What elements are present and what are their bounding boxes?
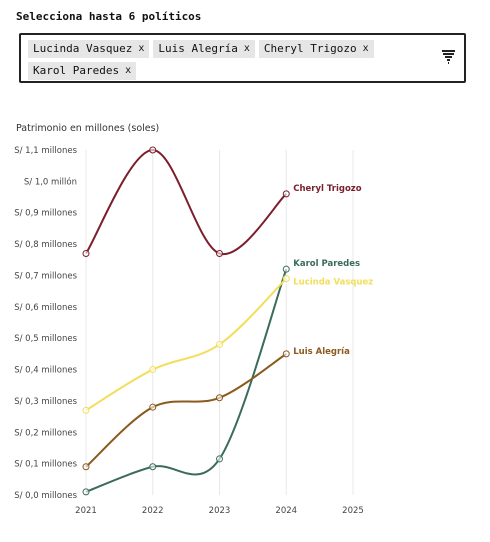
x-axis-ticks: 2021 2022 2023 2024 2025 [75,506,364,516]
data-point[interactable] [282,265,290,273]
x-tick-label: 2021 [75,506,97,516]
series-label: Cheryl Trigozo [293,184,362,194]
series-line [85,353,287,468]
data-point[interactable] [149,366,157,374]
y-axis-ticks: S/ 0,0 millones S/ 0,1 millones S/ 0,2 mil… [14,146,77,501]
tag-label: Luis Alegría [158,42,238,55]
y-tick-label: S/ 0,4 millones [14,366,77,376]
tag-karol-paredes: Karol Paredes x [28,62,137,80]
remove-tag-icon[interactable]: x [125,65,132,76]
remove-tag-icon[interactable]: x [243,43,250,54]
series-line [85,148,287,255]
data-point[interactable] [149,403,157,411]
x-tick-label: 2024 [275,506,297,516]
y-tick-label: S/ 0,7 millones [14,271,77,281]
selected-tags: Lucinda Vasquez x Luis Alegría x Cheryl … [28,40,440,80]
data-point[interactable] [216,250,223,257]
data-point[interactable] [282,190,290,198]
tag-label: Lucinda Vasquez [33,42,133,55]
y-tick-label: S/ 1,1 millones [14,146,77,156]
series-label: Luis Alegría [293,347,350,357]
y-tick-label: S/ 0,0 millones [14,491,77,501]
remove-tag-icon[interactable]: x [138,43,145,54]
y-tick-label: S/ 0,2 millones [14,428,77,438]
data-point[interactable] [216,455,223,463]
series-points [82,146,290,496]
tag-cheryl-trigozo: Cheryl Trigozo x [258,40,374,58]
chart-grid [85,150,354,495]
series-line [85,277,287,412]
data-point[interactable] [82,488,90,496]
x-tick-label: 2022 [142,506,164,516]
tag-lucinda-vasquez: Lucinda Vasquez x [28,40,150,58]
x-tick-label: 2025 [342,506,364,516]
data-point[interactable] [282,350,290,358]
politician-multiselect[interactable]: Lucinda Vasquez x Luis Alegría x Cheryl … [19,33,466,83]
y-tick-label: S/ 0,6 millones [14,303,77,313]
y-tick-label: S/ 0,8 millones [14,240,77,250]
dropdown-arrow-icon[interactable] [442,50,455,64]
y-tick-label: S/ 0,5 millones [14,334,77,344]
y-tick-label: S/ 0,3 millones [14,397,77,407]
remove-tag-icon[interactable]: x [362,43,369,54]
series-label: Lucinda Vasquez [293,278,373,288]
data-point[interactable] [216,340,223,348]
x-tick-label: 2023 [209,506,231,516]
data-point[interactable] [149,463,157,471]
data-point[interactable] [149,146,157,154]
series-label: Karol Paredes [293,259,360,269]
y-tick-label: S/ 0,9 millones [14,209,77,219]
tag-label: Karol Paredes [33,64,120,77]
data-point[interactable] [82,406,90,414]
y-tick-label: S/ 1,0 millón [24,176,77,187]
series-lines [85,148,288,493]
data-point[interactable] [82,250,90,257]
tag-luis-alegria: Luis Alegría x [153,40,255,58]
data-point[interactable] [82,463,90,471]
data-point[interactable] [282,275,290,283]
selector-label: Selecciona hasta 6 políticos [16,10,202,23]
series-labels: Cheryl Trigozo Karol Paredes Lucinda Vasqu… [293,184,373,357]
series-line [85,268,288,493]
data-point[interactable] [216,394,223,402]
y-tick-label: S/ 0,1 millones [14,460,77,470]
tag-label: Cheryl Trigozo [263,42,357,55]
chart-title: Patrimonio en millones (soles) [16,123,159,134]
